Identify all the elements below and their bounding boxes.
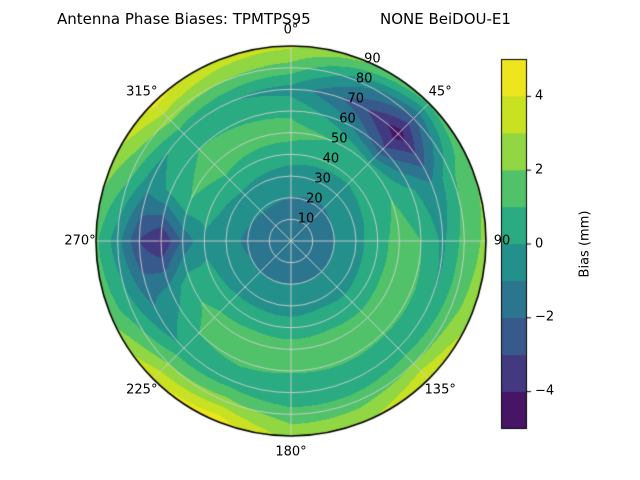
theta-tick-label: 270° [64,233,96,249]
theta-tick-label: 315° [126,84,158,100]
colorbar-tick-label: −4 [535,383,555,399]
r-tick-label: 20 [306,191,323,207]
r-tick-label: 40 [322,151,340,167]
theta-tick-label: 180° [275,444,307,460]
r-tick-label: 10 [297,211,315,227]
theta-tick-label: 225° [126,382,158,398]
r-tick-label: 50 [330,131,348,147]
theta-tick-label: 135° [424,382,456,398]
chart-title: Antenna Phase Biases: TPMTPS95 [57,10,311,28]
colorbar-tick-label: 4 [535,88,544,104]
r-tick-label: 80 [355,71,373,87]
colorbar-tick-label: 0 [535,236,544,251]
theta-tick-label: 45° [428,84,452,100]
r-tick-label: 30 [314,171,331,187]
r-tick-label: 70 [347,91,365,107]
colorbar-axis-label: Bias (mm) [577,210,593,278]
theta-tick-label: 0° [283,22,299,38]
r-tick-label: 60 [339,111,356,127]
colorbar-tick-label: 2 [535,162,544,178]
colorbar-tick-label: −2 [535,309,555,325]
r-tick-label: 90 [364,51,381,67]
theta-tick-label: 90 [493,233,511,249]
chart-subtitle: NONE BeiDOU-E1 [380,10,511,28]
